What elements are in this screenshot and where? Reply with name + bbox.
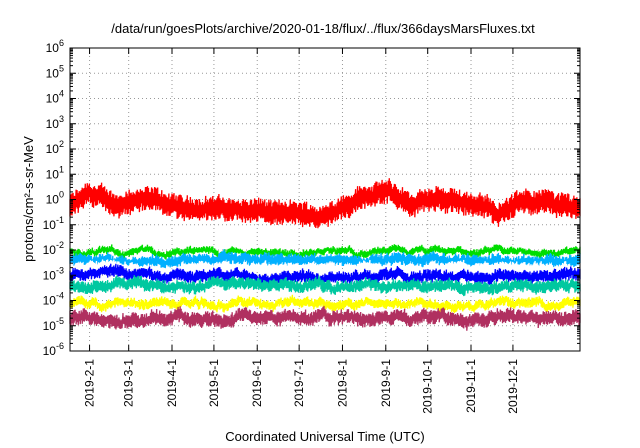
y-axis-label: protons/cm²-s-sr-MeV [21, 136, 36, 262]
x-axis-label: Coordinated Universal Time (UTC) [225, 429, 424, 444]
y-tick-label: 105 [46, 63, 64, 80]
x-tick-label: 2019-4-1 [165, 359, 179, 407]
series-line-5 [69, 263, 581, 287]
x-tick-label: 2019-12-1 [506, 359, 520, 414]
y-tick-label: 104 [46, 89, 64, 106]
y-tick-label: 10-4 [43, 291, 64, 308]
x-tick-label: 2019-10-1 [421, 359, 435, 414]
x-axis: 2019-2-1 2019-3-1 2019-4-1 2019-5-1 2019-6-1… [83, 48, 520, 414]
y-tick-label: 10-6 [43, 341, 64, 358]
x-tick-label: 2019-5-1 [207, 359, 221, 407]
x-tick-label: 2019-8-1 [335, 359, 349, 407]
y-tick-label: 10-2 [43, 240, 64, 257]
y-tick-label: 106 [46, 38, 64, 55]
series-layer [69, 178, 581, 331]
y-tick-label: 101 [46, 164, 64, 181]
y-tick-label: 102 [46, 139, 64, 156]
y-tick-label: 103 [46, 114, 64, 131]
y-tick-label: 10-1 [43, 215, 64, 232]
series-line-3 [69, 249, 581, 272]
x-tick-label: 2019-7-1 [292, 359, 306, 407]
series-line-6 [69, 275, 581, 297]
chart-title: /data/run/goesPlots/archive/2020-01-18/f… [111, 21, 535, 36]
series-line-8 [69, 305, 581, 331]
y-tick-label: 10-5 [43, 316, 64, 333]
x-tick-label: 2019-6-1 [250, 359, 264, 407]
y-tick-label: 100 [46, 190, 64, 207]
series-line-1 [69, 178, 581, 229]
y-tick-label: 10-3 [43, 265, 64, 282]
x-tick-label: 2019-3-1 [122, 359, 136, 407]
x-tick-label: 2019-11-1 [464, 359, 478, 413]
x-tick-label: 2019-2-1 [83, 359, 97, 407]
series-line-7 [69, 294, 581, 313]
series-line-2 [69, 244, 581, 261]
x-tick-label: 2019-9-1 [379, 359, 393, 407]
